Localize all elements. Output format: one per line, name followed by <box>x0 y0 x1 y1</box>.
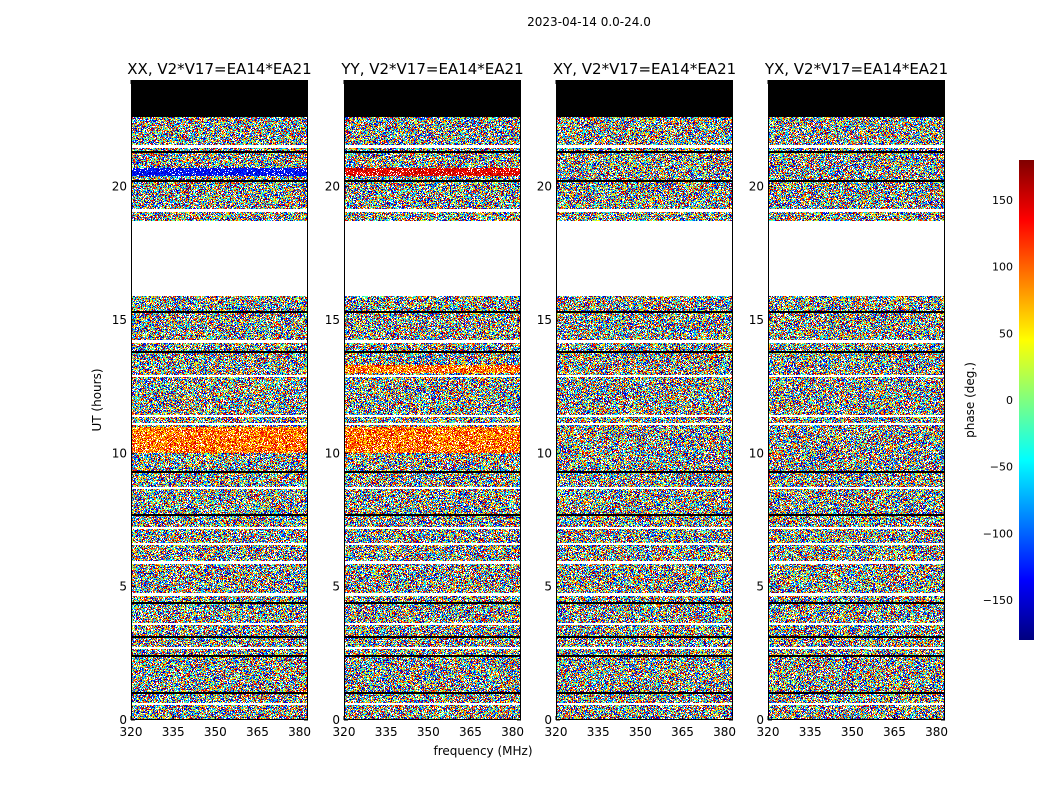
panel-frame-1 <box>131 80 308 720</box>
y-tick-label: 5 <box>544 580 552 594</box>
x-tick-label: 380 <box>501 725 524 739</box>
x-tick-label: 350 <box>629 725 652 739</box>
colorbar-label: phase (deg.) <box>963 362 977 438</box>
y-tick-label: 5 <box>119 580 127 594</box>
x-tick-label: 335 <box>162 725 185 739</box>
y-tick-label: 15 <box>537 313 552 327</box>
colorbar-tick-label: 150 <box>992 194 1013 207</box>
panel-frame-3 <box>556 80 733 720</box>
panel-title-2: YY, V2*V17=EA14*EA21 <box>340 60 523 78</box>
heatmap-panel-4 <box>768 80 945 720</box>
y-tick-label: 10 <box>749 446 764 460</box>
y-tick-label: 0 <box>119 713 127 727</box>
y-tick-label: 10 <box>112 446 127 460</box>
colorbar-gradient <box>1019 160 1034 640</box>
heatmap-panel-3 <box>556 80 733 720</box>
colorbar-tick-label: 0 <box>1006 394 1013 407</box>
y-tick-label: 10 <box>325 446 340 460</box>
panel-title-3: XY, V2*V17=EA14*EA21 <box>553 60 736 78</box>
panel-frame-4 <box>768 80 945 720</box>
x-axis-label: frequency (MHz) <box>433 744 532 758</box>
x-tick-label: 380 <box>713 725 736 739</box>
y-tick-label: 15 <box>749 313 764 327</box>
y-tick-label: 20 <box>325 180 340 194</box>
y-tick-label: 5 <box>332 580 340 594</box>
y-tick-label: 0 <box>544 713 552 727</box>
y-tick-label: 20 <box>749 180 764 194</box>
x-tick-label: 335 <box>587 725 610 739</box>
y-tick-label: 10 <box>537 446 552 460</box>
colorbar-tick-label: 50 <box>999 327 1013 340</box>
x-tick-label: 350 <box>417 725 440 739</box>
x-tick-label: 365 <box>883 725 906 739</box>
y-tick-label: 15 <box>325 313 340 327</box>
y-tick-label: 20 <box>537 180 552 194</box>
x-tick-label: 320 <box>757 725 780 739</box>
x-tick-label: 320 <box>333 725 356 739</box>
x-tick-label: 350 <box>204 725 227 739</box>
x-tick-label: 380 <box>288 725 311 739</box>
x-tick-label: 365 <box>459 725 482 739</box>
figure-title: 2023-04-14 0.0-24.0 <box>527 15 651 29</box>
x-tick-label: 335 <box>375 725 398 739</box>
colorbar-tick-label: −150 <box>983 594 1013 607</box>
y-axis-label: UT (hours) <box>90 368 104 431</box>
x-tick-label: 335 <box>799 725 822 739</box>
colorbar-tick-label: 100 <box>992 261 1013 274</box>
panel-frame-2 <box>344 80 521 720</box>
y-tick-label: 5 <box>756 580 764 594</box>
x-tick-label: 365 <box>246 725 269 739</box>
x-tick-label: 350 <box>841 725 864 739</box>
heatmap-panel-2 <box>344 80 521 720</box>
x-tick-label: 380 <box>925 725 948 739</box>
y-tick-label: 15 <box>112 313 127 327</box>
colorbar-tick-label: −100 <box>983 527 1013 540</box>
panel-title-4: YX, V2*V17=EA14*EA21 <box>764 60 948 78</box>
x-tick-label: 320 <box>545 725 568 739</box>
colorbar-tick-label: −50 <box>990 461 1013 474</box>
panel-title-1: XX, V2*V17=EA14*EA21 <box>127 60 311 78</box>
y-tick-label: 20 <box>112 180 127 194</box>
y-tick-label: 0 <box>756 713 764 727</box>
x-tick-label: 320 <box>120 725 143 739</box>
y-tick-label: 0 <box>332 713 340 727</box>
x-tick-label: 365 <box>671 725 694 739</box>
heatmap-panel-1 <box>131 80 308 720</box>
